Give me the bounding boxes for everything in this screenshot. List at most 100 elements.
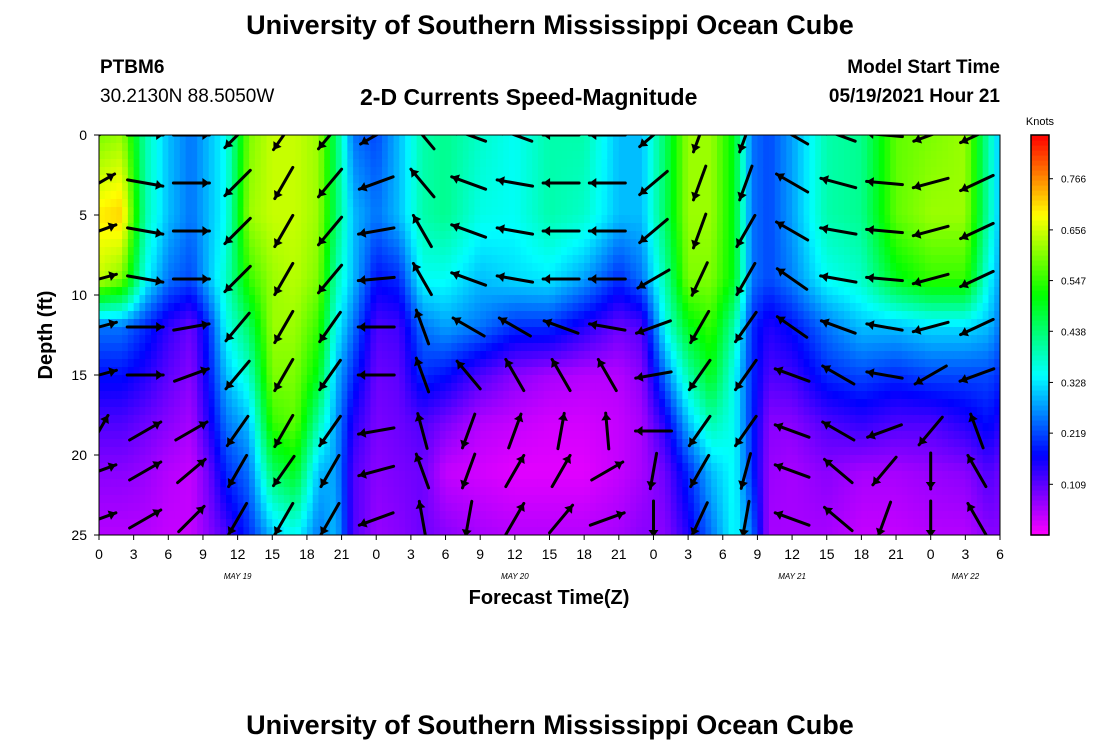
heatmap-cell — [260, 495, 268, 504]
heatmap-cell — [399, 351, 406, 360]
heatmap-cell — [330, 391, 337, 400]
heatmap-cell — [578, 447, 585, 456]
heatmap-cell — [503, 423, 510, 432]
heatmap-cell — [301, 439, 308, 448]
heatmap-cell — [561, 175, 568, 184]
heatmap-cell — [202, 135, 210, 144]
heatmap-cell — [491, 239, 499, 248]
heatmap-cell — [185, 407, 193, 416]
heatmap-cell — [462, 351, 470, 360]
heatmap-cell — [589, 399, 597, 408]
heatmap-cell — [318, 215, 325, 224]
heatmap-cell — [208, 327, 216, 336]
heatmap-cell — [208, 303, 216, 312]
heatmap-cell — [636, 319, 643, 328]
heatmap-cell — [445, 487, 452, 496]
heatmap-cell — [139, 431, 146, 440]
heatmap-cell — [99, 407, 106, 416]
heatmap-cell — [618, 359, 626, 368]
heatmap-cell — [341, 319, 348, 328]
heatmap-cell — [347, 247, 354, 256]
heatmap-cell — [572, 159, 579, 168]
heatmap-cell — [364, 455, 372, 464]
heatmap-cell — [445, 495, 452, 504]
heatmap-cell — [301, 423, 308, 432]
heatmap-cell — [549, 351, 556, 360]
heatmap-cell — [122, 239, 129, 248]
heatmap-cell — [191, 191, 198, 200]
heatmap-cell — [116, 359, 123, 368]
heatmap-cell — [335, 423, 343, 432]
heatmap-cell — [566, 159, 574, 168]
heatmap-cell — [289, 503, 296, 512]
heatmap-cell — [480, 335, 487, 344]
heatmap-cell — [249, 455, 256, 464]
heatmap-cell — [295, 327, 302, 336]
heatmap-cell — [324, 463, 331, 472]
heatmap-cell — [341, 487, 348, 496]
heatmap-cell — [526, 287, 533, 296]
heatmap-cell — [358, 511, 366, 520]
heatmap-cell — [537, 519, 545, 528]
heatmap-cell — [613, 271, 620, 280]
heatmap-cell — [99, 503, 106, 512]
heatmap-cell — [185, 303, 193, 312]
heatmap-cell — [208, 391, 216, 400]
heatmap-cell — [145, 455, 152, 464]
heatmap-cell — [595, 327, 603, 336]
heatmap-cell — [382, 527, 389, 535]
heatmap-cell — [537, 367, 545, 376]
heatmap-cell — [480, 527, 487, 535]
heatmap-cell — [595, 431, 603, 440]
heatmap-cell — [537, 207, 545, 216]
heatmap-cell — [191, 199, 198, 208]
heatmap-cell — [168, 207, 175, 216]
heatmap-cell — [636, 335, 643, 344]
heatmap-cell — [272, 447, 279, 456]
heatmap-cell — [191, 447, 198, 456]
heatmap-cell — [139, 279, 146, 288]
heatmap-cell — [133, 151, 141, 160]
heatmap-cell — [347, 503, 354, 512]
heatmap-cell — [410, 351, 418, 360]
heatmap-cell — [641, 359, 649, 368]
heatmap-cell — [295, 527, 302, 535]
heatmap-cell — [520, 143, 527, 152]
heatmap-cell — [462, 263, 470, 272]
heatmap-cell — [543, 375, 551, 384]
heatmap-cell — [607, 199, 614, 208]
heatmap-cell — [572, 215, 579, 224]
heatmap-cell — [272, 503, 279, 512]
heatmap-cell — [116, 183, 123, 192]
heatmap-cell — [358, 455, 366, 464]
heatmap-cell — [497, 255, 504, 264]
heatmap-cell — [439, 391, 447, 400]
heatmap-cell — [162, 191, 169, 200]
heatmap-cell — [624, 311, 631, 320]
heatmap-cell — [601, 151, 608, 160]
heatmap-cell — [197, 303, 204, 312]
heatmap-cell — [335, 231, 343, 240]
heatmap-cell — [237, 359, 244, 368]
heatmap-cell — [491, 423, 499, 432]
heatmap-cell — [197, 511, 204, 520]
heatmap-cell — [278, 223, 285, 232]
heatmap-cell — [491, 439, 499, 448]
heatmap-cell — [202, 391, 210, 400]
heatmap-cell — [537, 223, 545, 232]
heatmap-cell — [150, 455, 158, 464]
heatmap-cell — [185, 183, 193, 192]
heatmap-cell — [561, 151, 568, 160]
heatmap-cell — [358, 319, 366, 328]
heatmap-cell — [110, 359, 117, 368]
heatmap-cell — [358, 479, 366, 488]
heatmap-cell — [335, 319, 343, 328]
heatmap-cell — [237, 167, 244, 176]
heatmap-cell — [122, 207, 129, 216]
heatmap-cell — [208, 199, 216, 208]
heatmap-cell — [278, 503, 285, 512]
heatmap-cell — [353, 175, 360, 184]
heatmap-cell — [670, 247, 678, 256]
heatmap-cell — [249, 199, 256, 208]
heatmap-cell — [110, 183, 117, 192]
